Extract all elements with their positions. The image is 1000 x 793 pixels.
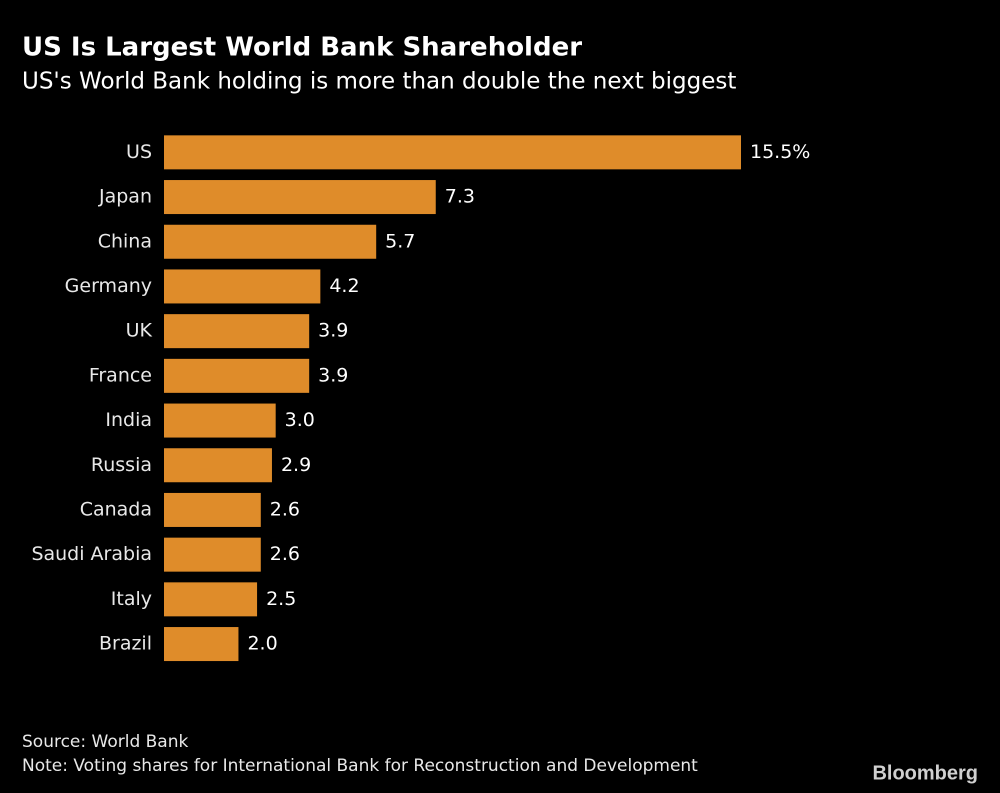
- value-label: 15.5%: [750, 141, 810, 163]
- bar: [164, 135, 741, 170]
- bar: [164, 358, 310, 393]
- chart-title: US Is Largest World Bank Shareholder: [22, 33, 582, 63]
- y-tick-label: Saudi Arabia: [31, 543, 152, 565]
- y-tick-label: UK: [126, 320, 153, 342]
- bar: [164, 224, 377, 259]
- value-label: 2.6: [270, 498, 300, 520]
- bar: [164, 314, 310, 349]
- y-tick-label: Italy: [111, 588, 152, 610]
- value-label: 5.7: [385, 230, 415, 252]
- value-label: 2.6: [270, 543, 300, 565]
- y-tick-label: Japan: [98, 186, 152, 208]
- bar: [164, 269, 321, 304]
- logo: Bloomberg: [872, 762, 978, 784]
- bar: [164, 537, 261, 572]
- value-label: 3.0: [285, 409, 315, 431]
- bar: [164, 403, 276, 438]
- value-label: 2.5: [266, 588, 296, 610]
- y-tick-label: US: [126, 141, 152, 163]
- y-tick-label: France: [89, 364, 152, 386]
- bar: [164, 492, 261, 527]
- source: Source: World Bank: [22, 732, 188, 752]
- value-label: 2.9: [281, 454, 311, 476]
- bar: [164, 627, 239, 662]
- value-label: 2.0: [247, 633, 277, 655]
- bar: [164, 582, 258, 617]
- value-label: 3.9: [318, 320, 348, 342]
- y-tick-label: Russia: [91, 454, 152, 476]
- y-tick-label: Germany: [65, 275, 152, 297]
- y-tick-label: Canada: [80, 498, 152, 520]
- y-tick-label: China: [98, 230, 152, 252]
- y-tick-label: Brazil: [99, 633, 152, 655]
- value-label: 7.3: [445, 186, 475, 208]
- value-label: 4.2: [329, 275, 359, 297]
- chart-subtitle: US's World Bank holding is more than dou…: [22, 69, 736, 95]
- note: Note: Voting shares for International Ba…: [22, 756, 698, 776]
- bar: [164, 180, 436, 215]
- bar: [164, 448, 272, 483]
- value-label: 3.9: [318, 364, 348, 386]
- y-tick-label: India: [105, 409, 152, 431]
